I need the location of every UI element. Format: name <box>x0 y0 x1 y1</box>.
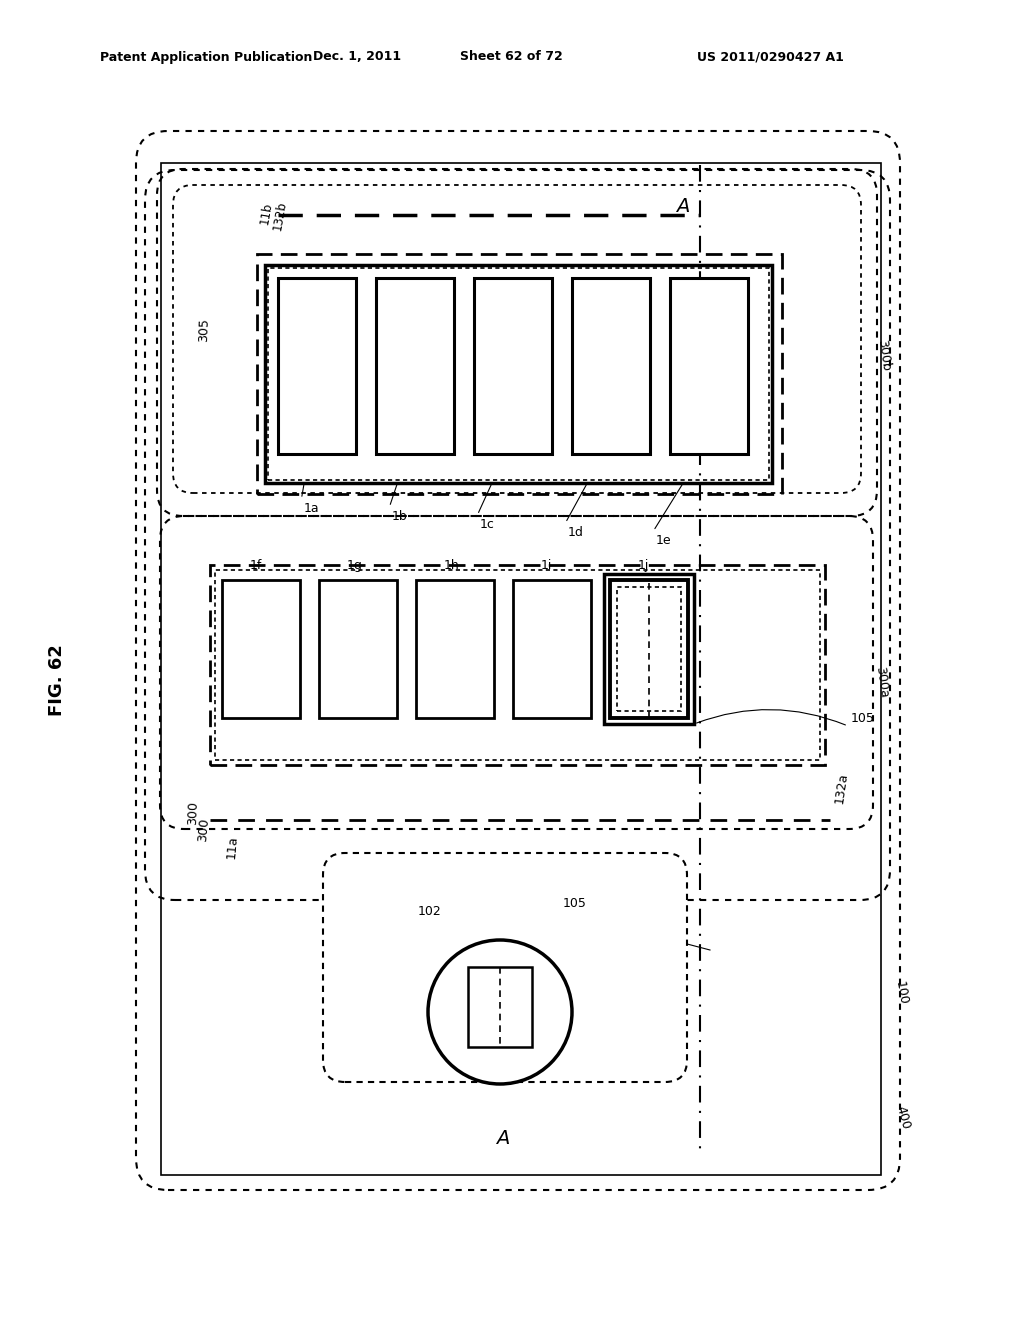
Bar <box>376 279 454 454</box>
Text: 1e: 1e <box>655 535 671 546</box>
Bar <box>278 279 356 454</box>
Text: 300b: 300b <box>874 338 892 372</box>
FancyBboxPatch shape <box>323 853 687 1082</box>
Text: Patent Application Publication: Patent Application Publication <box>100 50 312 63</box>
Text: 1g: 1g <box>346 558 362 572</box>
Text: 132a: 132a <box>833 772 850 804</box>
Text: 1f: 1f <box>249 558 262 572</box>
Text: 102: 102 <box>418 906 442 917</box>
Bar <box>617 587 681 711</box>
Bar <box>222 579 300 718</box>
Bar <box>161 162 881 1175</box>
Bar <box>268 268 769 480</box>
Bar <box>474 279 552 454</box>
Text: Sheet 62 of 72: Sheet 62 of 72 <box>460 50 562 63</box>
Bar <box>265 265 772 483</box>
Text: US 2011/0290427 A1: US 2011/0290427 A1 <box>696 50 844 63</box>
Text: 105: 105 <box>563 898 587 909</box>
Text: 1a: 1a <box>303 502 319 515</box>
Bar <box>513 579 591 718</box>
Text: 105: 105 <box>851 711 874 725</box>
Bar <box>319 579 397 718</box>
Text: 11b: 11b <box>258 201 274 226</box>
Bar <box>257 253 782 494</box>
Bar <box>468 968 532 1047</box>
Text: 100: 100 <box>893 981 910 1006</box>
Text: 132b: 132b <box>271 201 289 232</box>
Bar <box>572 279 650 454</box>
Text: 300: 300 <box>186 801 200 825</box>
Bar <box>670 279 748 454</box>
Bar <box>610 579 688 718</box>
Text: 1h: 1h <box>443 558 459 572</box>
Circle shape <box>428 940 572 1084</box>
Text: 305: 305 <box>197 318 211 342</box>
Text: 300a: 300a <box>873 665 890 698</box>
Bar <box>604 574 694 723</box>
Text: 400: 400 <box>893 1105 911 1131</box>
Bar <box>210 565 825 766</box>
Text: Dec. 1, 2011: Dec. 1, 2011 <box>313 50 401 63</box>
Text: 11a: 11a <box>225 836 240 859</box>
Text: 1j: 1j <box>637 558 648 572</box>
Text: 1i: 1i <box>541 558 552 572</box>
Bar <box>215 570 820 760</box>
Text: 1b: 1b <box>391 510 408 523</box>
Bar <box>416 579 494 718</box>
Text: 1d: 1d <box>567 525 584 539</box>
Text: FIG. 62: FIG. 62 <box>48 644 66 715</box>
Text: 1c: 1c <box>479 517 495 531</box>
Text: 300: 300 <box>196 817 211 842</box>
Text: A: A <box>676 198 690 216</box>
Text: A: A <box>497 1129 510 1147</box>
